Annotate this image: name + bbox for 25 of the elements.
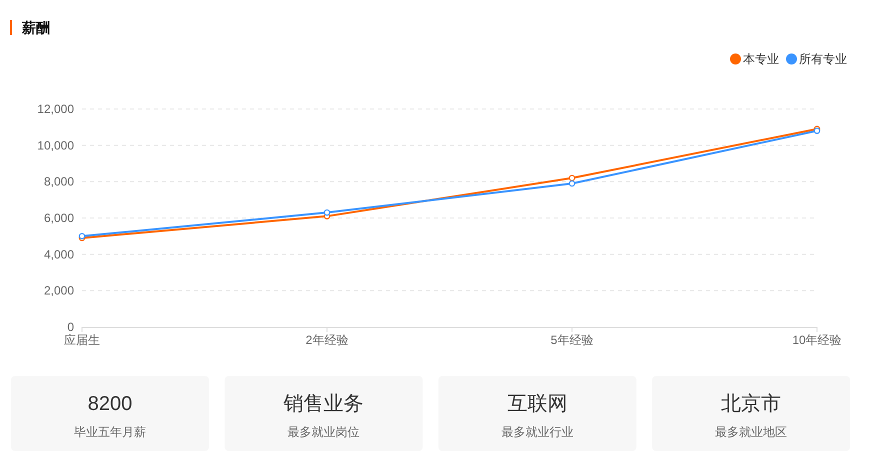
- point: [324, 209, 330, 216]
- x-tick-label: 5年经验: [550, 333, 594, 347]
- text: 销售业务: [282, 393, 364, 415]
- x-tick-label: 10年经验: [792, 333, 842, 347]
- x-tick-label: 应届生: [64, 333, 100, 347]
- point: [568, 180, 576, 187]
- y-tick-label: 12,000: [37, 102, 74, 116]
- text: 最多就业行业: [501, 425, 574, 439]
- y-tick-label: 8,000: [44, 174, 74, 189]
- text: 互联网: [507, 393, 568, 415]
- text: 8200: [88, 393, 132, 415]
- legend-label: 所有专业: [799, 52, 847, 66]
- y-tick-label: 2,000: [44, 284, 74, 298]
- legend-label: 本专业: [743, 52, 779, 66]
- point: [568, 174, 576, 182]
- y-tick-label: 4,000: [44, 247, 74, 262]
- text: 北京市: [721, 393, 782, 415]
- y-tick-label: 6,000: [44, 211, 74, 225]
- x-tick-label: 2年经验: [306, 333, 348, 347]
- chart-title: 薪酬: [21, 20, 50, 36]
- text: 毕业五年月薪: [74, 425, 146, 439]
- text: 最多就业岗位: [288, 425, 360, 439]
- y-tick-label: 10,000: [37, 138, 74, 152]
- text: 最多就业地区: [715, 425, 788, 439]
- y-tick-label: 0: [67, 320, 74, 334]
